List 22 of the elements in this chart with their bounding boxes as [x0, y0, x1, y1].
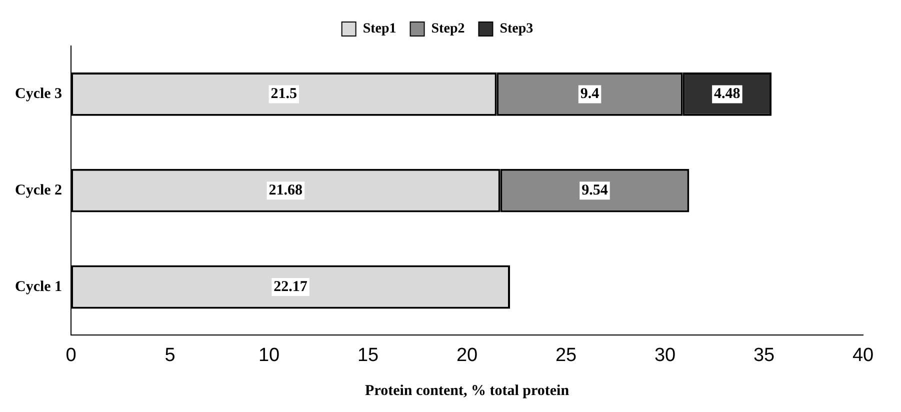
legend-label: Step3: [500, 22, 534, 37]
x-tick-label: 0: [66, 344, 76, 366]
x-axis-title: Protein content, % total protein: [365, 382, 570, 399]
x-tick-label: 20: [456, 344, 478, 366]
y-tick-label: Cycle 2: [14, 182, 62, 198]
y-tick-label: Cycle 3: [14, 86, 62, 102]
x-tick-label: 25: [555, 344, 577, 366]
legend-label: Step2: [431, 22, 465, 37]
x-tick-label: 10: [258, 344, 280, 366]
data-label: 21.68: [268, 182, 303, 198]
data-label: 9.4: [580, 86, 600, 102]
data-label: 22.17: [274, 278, 308, 295]
x-tick-label: 40: [852, 344, 874, 366]
data-label: 4.48: [714, 86, 740, 102]
x-tick-label: 30: [654, 344, 676, 366]
x-tick-label: 15: [357, 344, 379, 366]
x-tick-label: 35: [753, 344, 775, 366]
y-tick-label: Cycle 1: [14, 278, 62, 295]
data-label: 21.5: [270, 86, 298, 102]
data-label: 9.54: [582, 182, 608, 198]
legend-label: Step1: [362, 22, 396, 37]
x-tick-label: 5: [164, 344, 176, 366]
